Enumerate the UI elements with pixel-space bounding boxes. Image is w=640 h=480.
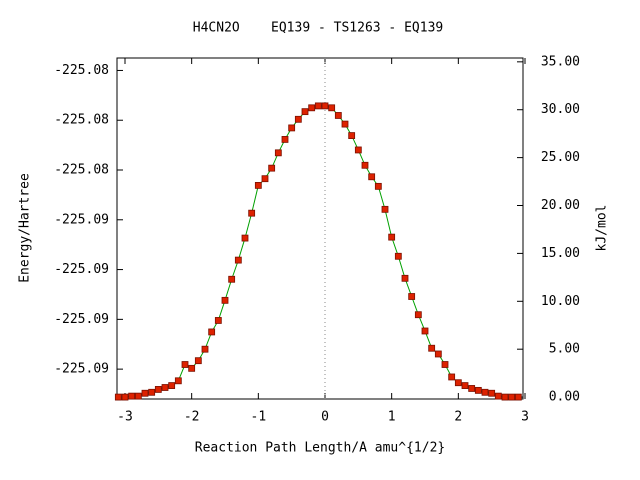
point — [114, 393, 122, 401]
point — [208, 328, 216, 336]
point — [414, 311, 422, 319]
point — [134, 392, 142, 400]
point — [494, 392, 502, 400]
point — [334, 112, 342, 119]
y2-axis-label: kJ/mol — [595, 205, 610, 252]
point — [394, 252, 402, 260]
point — [428, 344, 436, 352]
point — [421, 327, 429, 335]
point — [288, 124, 296, 132]
point — [261, 175, 269, 183]
y-axis-label: Energy/Hartree — [18, 173, 33, 283]
point — [214, 317, 222, 324]
point — [161, 384, 169, 391]
point — [448, 373, 456, 381]
point — [148, 388, 156, 396]
y-tick-label: -225.09 — [54, 312, 109, 327]
point — [201, 345, 209, 353]
point — [308, 104, 316, 112]
point — [228, 275, 236, 283]
y-tick-label: -225.09 — [54, 212, 109, 227]
point — [474, 386, 482, 394]
y2-tick-label: 35.00 — [541, 54, 580, 69]
point — [408, 293, 416, 300]
point — [374, 182, 382, 190]
point — [454, 379, 462, 387]
point — [268, 164, 276, 172]
y-tick-label: -225.09 — [54, 262, 109, 277]
point — [361, 161, 369, 169]
y-tick-label: -225.08 — [54, 113, 109, 128]
point — [434, 350, 442, 358]
point — [468, 385, 476, 392]
point — [274, 149, 282, 157]
y2-tick-label: 15.00 — [541, 246, 580, 261]
y2-tick-label: 0.00 — [549, 390, 580, 405]
x-tick-label: -2 — [184, 410, 200, 425]
point — [188, 364, 196, 372]
point — [441, 361, 449, 368]
point — [254, 181, 262, 189]
point — [368, 173, 376, 181]
y2-tick-label: 10.00 — [541, 294, 580, 309]
y-tick-label: -225.09 — [54, 362, 109, 377]
point — [488, 389, 496, 397]
x-tick-label: 3 — [521, 410, 529, 425]
point — [508, 393, 516, 401]
point — [281, 136, 289, 143]
point — [314, 102, 322, 110]
x-tick-label: -1 — [251, 410, 267, 425]
plot-frame — [116, 57, 524, 400]
point — [181, 361, 189, 368]
point — [388, 233, 396, 241]
point — [294, 115, 302, 123]
point — [234, 256, 242, 264]
point — [174, 377, 182, 385]
point — [461, 382, 469, 389]
x-tick-label: 2 — [454, 410, 462, 425]
point — [248, 209, 256, 217]
y2-tick-label: 5.00 — [549, 342, 580, 357]
point — [154, 386, 162, 393]
y2-tick-label: 20.00 — [541, 198, 580, 213]
x-tick-label: -3 — [117, 410, 133, 425]
y-tick-label: -225.08 — [54, 163, 109, 178]
point — [481, 388, 489, 396]
series-line — [118, 105, 519, 398]
chart-title: H4CN2O EQ139 - TS1263 - EQ139 — [193, 21, 443, 36]
point — [501, 393, 509, 401]
point — [354, 146, 362, 154]
point — [321, 102, 329, 110]
point — [381, 205, 389, 213]
point — [221, 296, 229, 304]
x-tick-label: 1 — [388, 410, 396, 425]
point — [128, 392, 136, 400]
y2-tick-label: 25.00 — [541, 150, 580, 165]
point — [301, 108, 309, 116]
point — [348, 132, 356, 139]
x-tick-label: 0 — [321, 410, 329, 425]
y2-tick-label: 30.00 — [541, 102, 580, 117]
point — [141, 389, 149, 397]
point — [121, 393, 129, 401]
y-tick-label: -225.08 — [54, 63, 109, 78]
point — [168, 382, 176, 389]
point — [401, 274, 409, 282]
x-axis-label: Reaction Path Length/A amu^{1/2} — [195, 441, 445, 456]
point — [341, 120, 349, 128]
point — [514, 393, 522, 401]
point — [328, 104, 336, 112]
point — [241, 234, 249, 242]
point — [194, 357, 202, 365]
